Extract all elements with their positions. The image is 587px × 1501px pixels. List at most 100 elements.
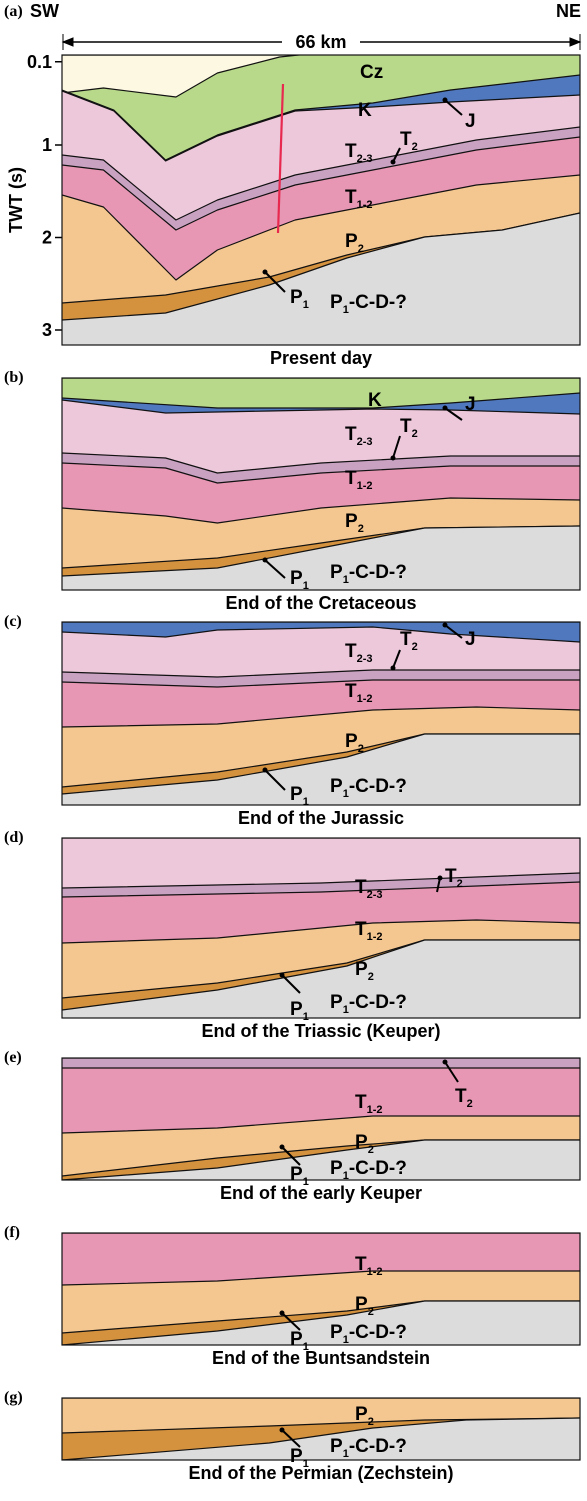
panel-letter: (g) <box>4 1389 23 1406</box>
label-main: Cz <box>360 62 383 83</box>
caption: End of the Buntsandstein <box>212 1348 430 1368</box>
caption: End of the Triassic (Keuper) <box>201 1021 440 1041</box>
leader-dot <box>391 456 396 461</box>
label-main: P <box>345 731 358 752</box>
label-tail: -C-D-? <box>349 292 407 313</box>
label-sub: 1-2 <box>357 480 373 492</box>
label-sub: 2 <box>358 523 364 535</box>
label-sub: 2 <box>368 1306 374 1318</box>
label-sub: 1 <box>303 1341 309 1353</box>
label-sub: 1 <box>303 1176 309 1188</box>
label-main: P <box>290 784 303 805</box>
label-sub: 2-3 <box>357 653 373 665</box>
label-main: T <box>400 629 412 650</box>
label-main: T <box>345 681 357 702</box>
unit-label: P1-C-D-? <box>330 776 407 800</box>
tick-label: 1 <box>42 135 52 155</box>
label-main: P <box>355 1404 368 1425</box>
label-main: T <box>400 129 412 150</box>
leader-dot <box>438 876 443 881</box>
caption: Present day <box>270 348 372 368</box>
label-main: P <box>330 1436 343 1457</box>
unit-label: P1-C-D-? <box>330 292 407 316</box>
section <box>60 1233 582 1350</box>
label-main: P <box>330 292 343 313</box>
leader-dot <box>280 1311 285 1316</box>
label-main: T <box>345 424 357 445</box>
label-main: K <box>358 100 372 121</box>
label-sub: 2 <box>358 243 364 255</box>
label-main: P <box>355 959 368 980</box>
unit-label: K <box>368 390 382 411</box>
distance: 66 km <box>295 32 346 52</box>
label-main: P <box>355 1294 368 1315</box>
section <box>60 838 582 1023</box>
unit-label: K <box>358 100 372 121</box>
label-main: J <box>465 394 476 415</box>
label-main: T <box>445 866 457 887</box>
tick-label: 3 <box>42 320 52 340</box>
label-sub: 1-2 <box>357 693 373 705</box>
label-main: P <box>345 231 358 252</box>
label-sub: 2-3 <box>357 153 373 165</box>
label-main: P <box>290 287 303 308</box>
leader-dot <box>391 666 396 671</box>
panel-letter: (d) <box>4 829 24 846</box>
unit-label: Cz <box>360 62 383 83</box>
label-main: P <box>355 1132 368 1153</box>
label-main: P <box>290 1329 303 1350</box>
section <box>60 1058 582 1185</box>
label-main: T <box>345 468 357 489</box>
label-main: P <box>345 511 358 532</box>
label-main: J <box>465 629 476 650</box>
label-sub: 1-2 <box>367 931 383 943</box>
label-tail: -C-D-? <box>349 1158 407 1179</box>
axis-label: TWT (s) <box>6 167 26 233</box>
unit-label: P1-C-D-? <box>330 1436 407 1460</box>
unit-label: P1-C-D-? <box>330 1322 407 1346</box>
unit-label: P1-C-D-? <box>330 1158 407 1182</box>
leader-dot <box>263 558 268 563</box>
label-tail: -C-D-? <box>349 1436 407 1457</box>
leader-dot <box>391 160 396 165</box>
label-main: T <box>345 641 357 662</box>
label-sub: 1 <box>303 1458 309 1470</box>
label-main: P <box>330 562 343 583</box>
label-sub: 1-2 <box>367 1266 383 1278</box>
label-main: K <box>368 390 382 411</box>
leader-dot <box>263 270 268 275</box>
label-sub: 2 <box>412 641 418 653</box>
label-main: T <box>400 416 412 437</box>
leader-dot <box>280 1428 285 1433</box>
unit-label: J <box>465 629 476 650</box>
tick-label: 0.1 <box>27 52 52 72</box>
label-main: P <box>290 568 303 589</box>
label-sub: 2 <box>412 141 418 153</box>
left-end: SW <box>30 1 59 21</box>
label-main: P <box>290 999 303 1020</box>
label-main: J <box>465 111 476 132</box>
label-sub: 2-3 <box>367 889 383 901</box>
panel-letter: (c) <box>4 613 22 630</box>
tick-label: 2 <box>42 228 52 248</box>
label-sub: 1-2 <box>367 1104 383 1116</box>
label-tail: -C-D-? <box>349 776 407 797</box>
right-end: NE <box>556 1 581 21</box>
unit-label: P1-C-D-? <box>330 562 407 586</box>
label-main: P <box>330 776 343 797</box>
label-main: P <box>330 1322 343 1343</box>
label-sub: 2 <box>467 1098 473 1110</box>
panel-letter: (b) <box>4 369 24 386</box>
label-main: P <box>290 1164 303 1185</box>
figure: (a) SW NE 66 km TWT (s) 0.1123(a)Present… <box>0 0 587 1501</box>
label-main: P <box>330 992 343 1013</box>
panel-letter: (f) <box>4 1224 20 1241</box>
leader-dot <box>443 623 448 628</box>
leader-dot <box>443 98 448 103</box>
section <box>60 1398 582 1465</box>
label-main: T <box>355 919 367 940</box>
label-tail: -C-D-? <box>349 562 407 583</box>
label-sub: 2-3 <box>357 436 373 448</box>
label-sub: 2 <box>368 1144 374 1156</box>
label-sub: 2 <box>457 878 463 890</box>
